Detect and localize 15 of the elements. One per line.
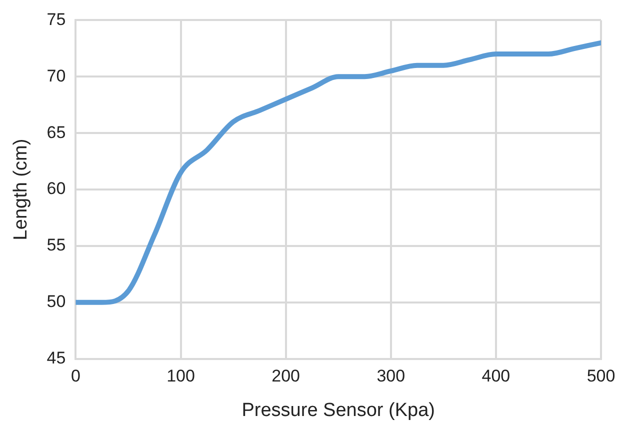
y-tick-label: 55 <box>46 236 66 255</box>
y-tick-label: 45 <box>46 348 66 368</box>
x-tick-label: 100 <box>166 366 195 386</box>
y-axis-title: Length (cm) <box>10 138 32 240</box>
y-tick-label: 75 <box>46 10 66 29</box>
x-tick-label: 500 <box>586 366 616 386</box>
x-axis-title: Pressure Sensor (Kpa) <box>242 400 435 421</box>
x-tick-label: 300 <box>376 366 406 386</box>
y-tick-label: 65 <box>46 122 66 142</box>
x-tick-label: 400 <box>482 366 510 386</box>
y-tick-label: 60 <box>46 179 66 198</box>
x-tick-label: 0 <box>70 366 80 386</box>
y-tick-label: 50 <box>46 292 66 312</box>
y-tick-label: 70 <box>46 66 66 86</box>
x-tick-label: 200 <box>272 366 300 386</box>
